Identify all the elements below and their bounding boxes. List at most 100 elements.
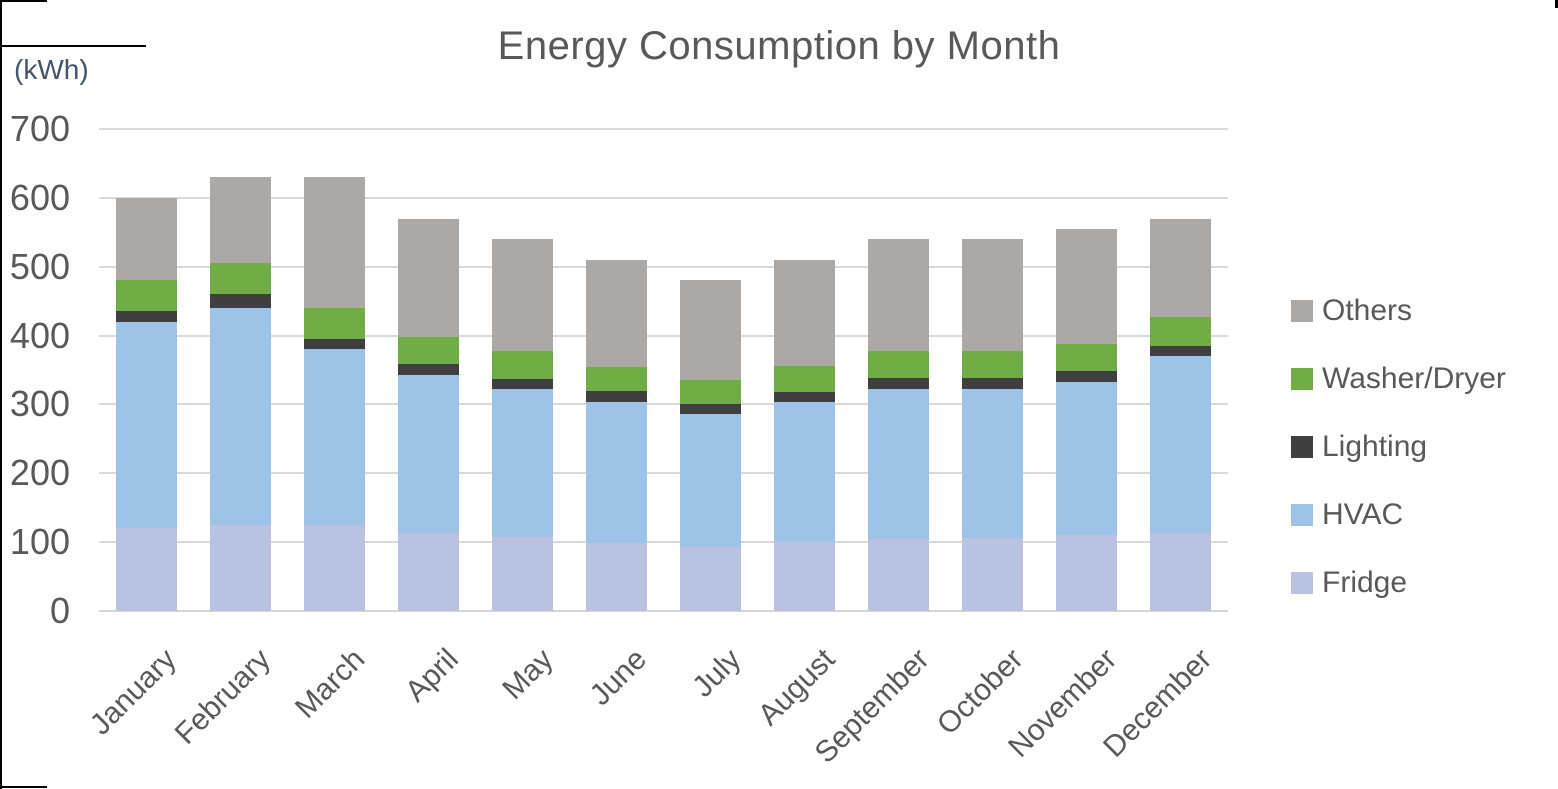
legend: Others Washer/Dryer Lighting HVAC Fridge (1291, 296, 1506, 598)
bar-segment-lighting-may (491, 378, 553, 390)
gridline-200 (99, 472, 1228, 475)
y-axis-label-600: 600 (9, 176, 70, 218)
bar-segment-washer-dryer-may (491, 351, 553, 379)
legend-swatch-fridge (1291, 572, 1313, 594)
bar-segment-washer-dryer-january (115, 280, 177, 312)
bar-segment-others-october (962, 239, 1024, 352)
bar-segment-washer-dryer-june (585, 366, 647, 392)
bar-segment-washer-dryer-april (397, 336, 459, 365)
bar-segment-lighting-february (209, 294, 271, 309)
bar-segment-fridge-november (1056, 535, 1118, 611)
bar-segment-hvac-april (397, 374, 459, 534)
bar-segment-hvac-february (209, 308, 271, 525)
bar-segment-others-february (209, 177, 271, 264)
bar-segment-washer-dryer-september (868, 351, 930, 379)
bar-segment-fridge-march (303, 524, 365, 611)
bar-segment-hvac-july (680, 414, 742, 547)
gridline-300 (99, 403, 1228, 406)
bar-segment-washer-dryer-november (1056, 343, 1118, 372)
y-axis-label-500: 500 (9, 245, 70, 287)
bar-segment-fridge-january (115, 528, 177, 611)
gridline-600 (99, 196, 1228, 199)
bar-segment-washer-dryer-february (209, 263, 271, 295)
bar-segment-others-march (303, 177, 365, 309)
cell-border-row (0, 45, 146, 47)
x-axis-label-may: May (495, 642, 560, 707)
legend-swatch-hvac (1291, 504, 1313, 526)
bar-segment-fridge-february (209, 524, 271, 611)
legend-item-hvac: HVAC (1291, 500, 1506, 530)
bar-segment-others-june (585, 259, 647, 367)
chart-title: Energy Consumption by Month (497, 24, 1061, 68)
x-axis-label-april: April (399, 642, 466, 709)
bar-segment-hvac-june (585, 401, 647, 543)
legend-item-others: Others (1291, 296, 1506, 326)
bar-segment-hvac-september (868, 389, 930, 540)
bar-segment-hvac-november (1056, 382, 1118, 536)
legend-swatch-washer-dryer (1291, 368, 1313, 390)
bar-segment-hvac-may (491, 389, 553, 538)
bar-segment-hvac-january (115, 321, 177, 529)
bar-segment-fridge-april (397, 533, 459, 611)
y-axis-label-400: 400 (9, 314, 70, 356)
bar-segment-hvac-march (303, 349, 365, 525)
bar-segment-lighting-september (868, 378, 930, 390)
bar-segment-others-january (115, 197, 177, 281)
bar-segment-others-august (774, 259, 836, 366)
bar-segment-washer-dryer-august (774, 365, 836, 393)
bar-segment-others-september (868, 239, 930, 352)
cell-border-top-right (1555, 0, 1558, 8)
gridline-700 (99, 128, 1228, 130)
legend-item-fridge: Fridge (1291, 568, 1506, 598)
x-axis-label-march: March (288, 642, 372, 725)
gridline-500 (99, 265, 1228, 268)
cell-border-left-edge (0, 0, 2, 789)
bar-segment-lighting-november (1056, 371, 1118, 383)
legend-item-washer-dryer: Washer/Dryer (1291, 364, 1506, 394)
y-axis-unit-label: (kWh) (14, 54, 89, 85)
bar-segment-others-april (397, 218, 459, 337)
x-axis-label-july: July (686, 642, 748, 704)
bar-segment-fridge-september (868, 539, 930, 611)
bar-segment-fridge-june (585, 542, 647, 611)
bar-segment-others-december (1150, 218, 1212, 317)
x-axis-label-june: June (584, 642, 654, 712)
legend-item-lighting: Lighting (1291, 432, 1506, 462)
y-axis-label-200: 200 (9, 452, 70, 494)
bar-segment-fridge-august (774, 542, 836, 611)
bar-segment-lighting-april (397, 364, 459, 375)
legend-label-others: Others (1322, 294, 1413, 327)
bar-segment-lighting-march (303, 339, 365, 350)
legend-swatch-lighting (1291, 436, 1313, 458)
cell-border-top-left (0, 0, 47, 2)
x-axis-label-january: January (84, 642, 183, 742)
bar-segment-lighting-august (774, 392, 836, 403)
legend-label-washer-dryer: Washer/Dryer (1322, 362, 1506, 395)
cell-border-bottom-left (0, 786, 47, 788)
bar-segment-washer-dryer-october (962, 351, 1024, 378)
x-axis-label-february: February (168, 642, 278, 751)
bar-segment-others-may (491, 239, 553, 352)
bar-segment-hvac-october (962, 389, 1024, 538)
y-axis-label-700: 700 (9, 108, 70, 149)
y-axis-label-100: 100 (9, 521, 70, 563)
bar-segment-fridge-december (1150, 533, 1212, 611)
bar-segment-washer-dryer-december (1150, 316, 1212, 346)
bar-segment-hvac-december (1150, 356, 1212, 534)
legend-label-hvac: HVAC (1322, 498, 1404, 531)
legend-label-lighting: Lighting (1322, 430, 1428, 463)
bar-segment-washer-dryer-july (680, 380, 742, 404)
bar-segment-others-july (680, 280, 742, 381)
y-axis-label-300: 300 (9, 383, 70, 425)
x-axis-label-august: August (752, 642, 842, 732)
bar-segment-lighting-december (1150, 345, 1212, 357)
bar-segment-lighting-october (962, 377, 1024, 390)
bar-segment-fridge-may (491, 537, 553, 611)
bar-segment-fridge-july (680, 546, 742, 611)
gridline-100 (99, 541, 1228, 544)
bar-segment-lighting-january (115, 311, 177, 322)
bar-segment-fridge-october (962, 538, 1024, 611)
bar-segment-lighting-june (585, 391, 647, 402)
x-axis-line (99, 610, 1228, 612)
